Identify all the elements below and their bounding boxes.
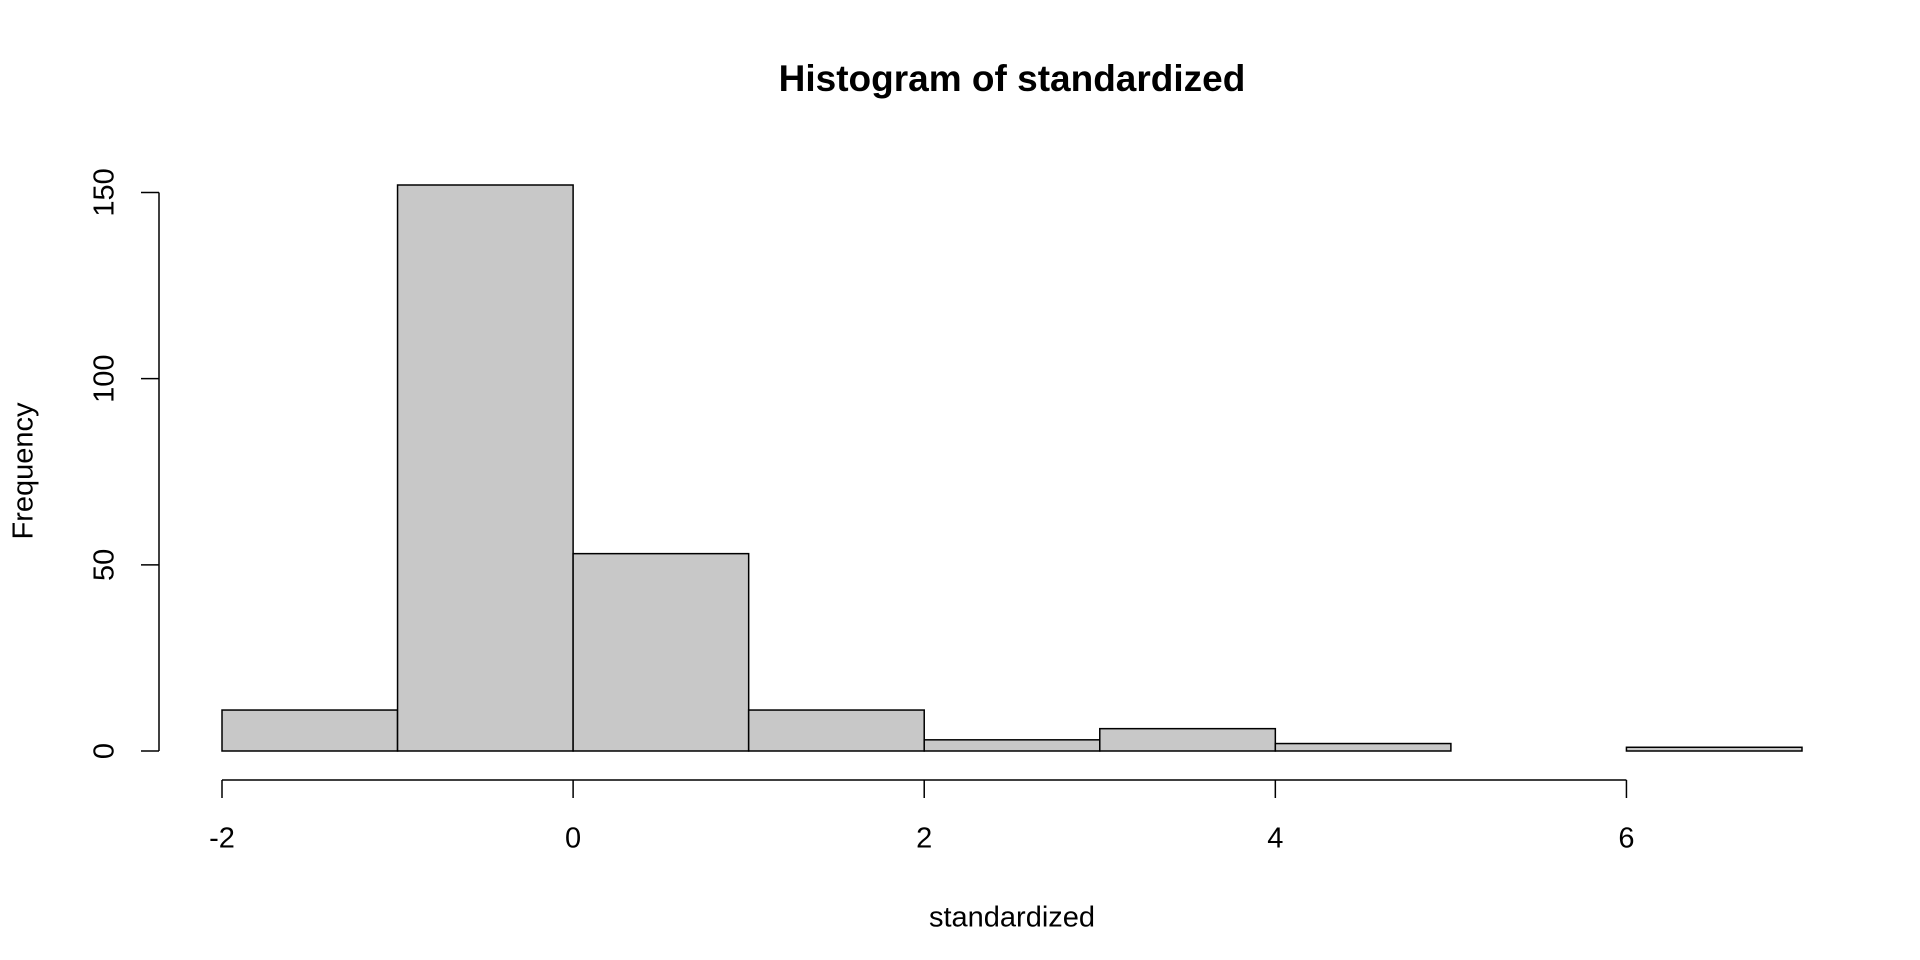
x-tick-label: 2: [916, 823, 932, 855]
bar: [572, 552, 750, 752]
x-tick-label: -2: [209, 823, 235, 855]
y-tick-label: 100: [89, 354, 121, 402]
x-axis-label: standardized: [929, 902, 1095, 934]
y-tick-label: 0: [89, 743, 121, 759]
bar: [1274, 742, 1452, 752]
bar: [221, 709, 399, 752]
bar: [1099, 727, 1277, 752]
chart-title: Histogram of standardized: [779, 58, 1246, 99]
bar: [923, 739, 1101, 752]
y-tick-label: 50: [89, 549, 121, 581]
y-axis-label: Frequency: [8, 402, 40, 540]
x-tick-label: 0: [565, 823, 581, 855]
bar: [1625, 746, 1803, 752]
x-tick-label: 6: [1618, 823, 1634, 855]
x-tick-label: 4: [1267, 823, 1283, 855]
bar: [396, 184, 574, 752]
bar: [747, 709, 925, 752]
y-tick-label: 150: [89, 168, 121, 216]
